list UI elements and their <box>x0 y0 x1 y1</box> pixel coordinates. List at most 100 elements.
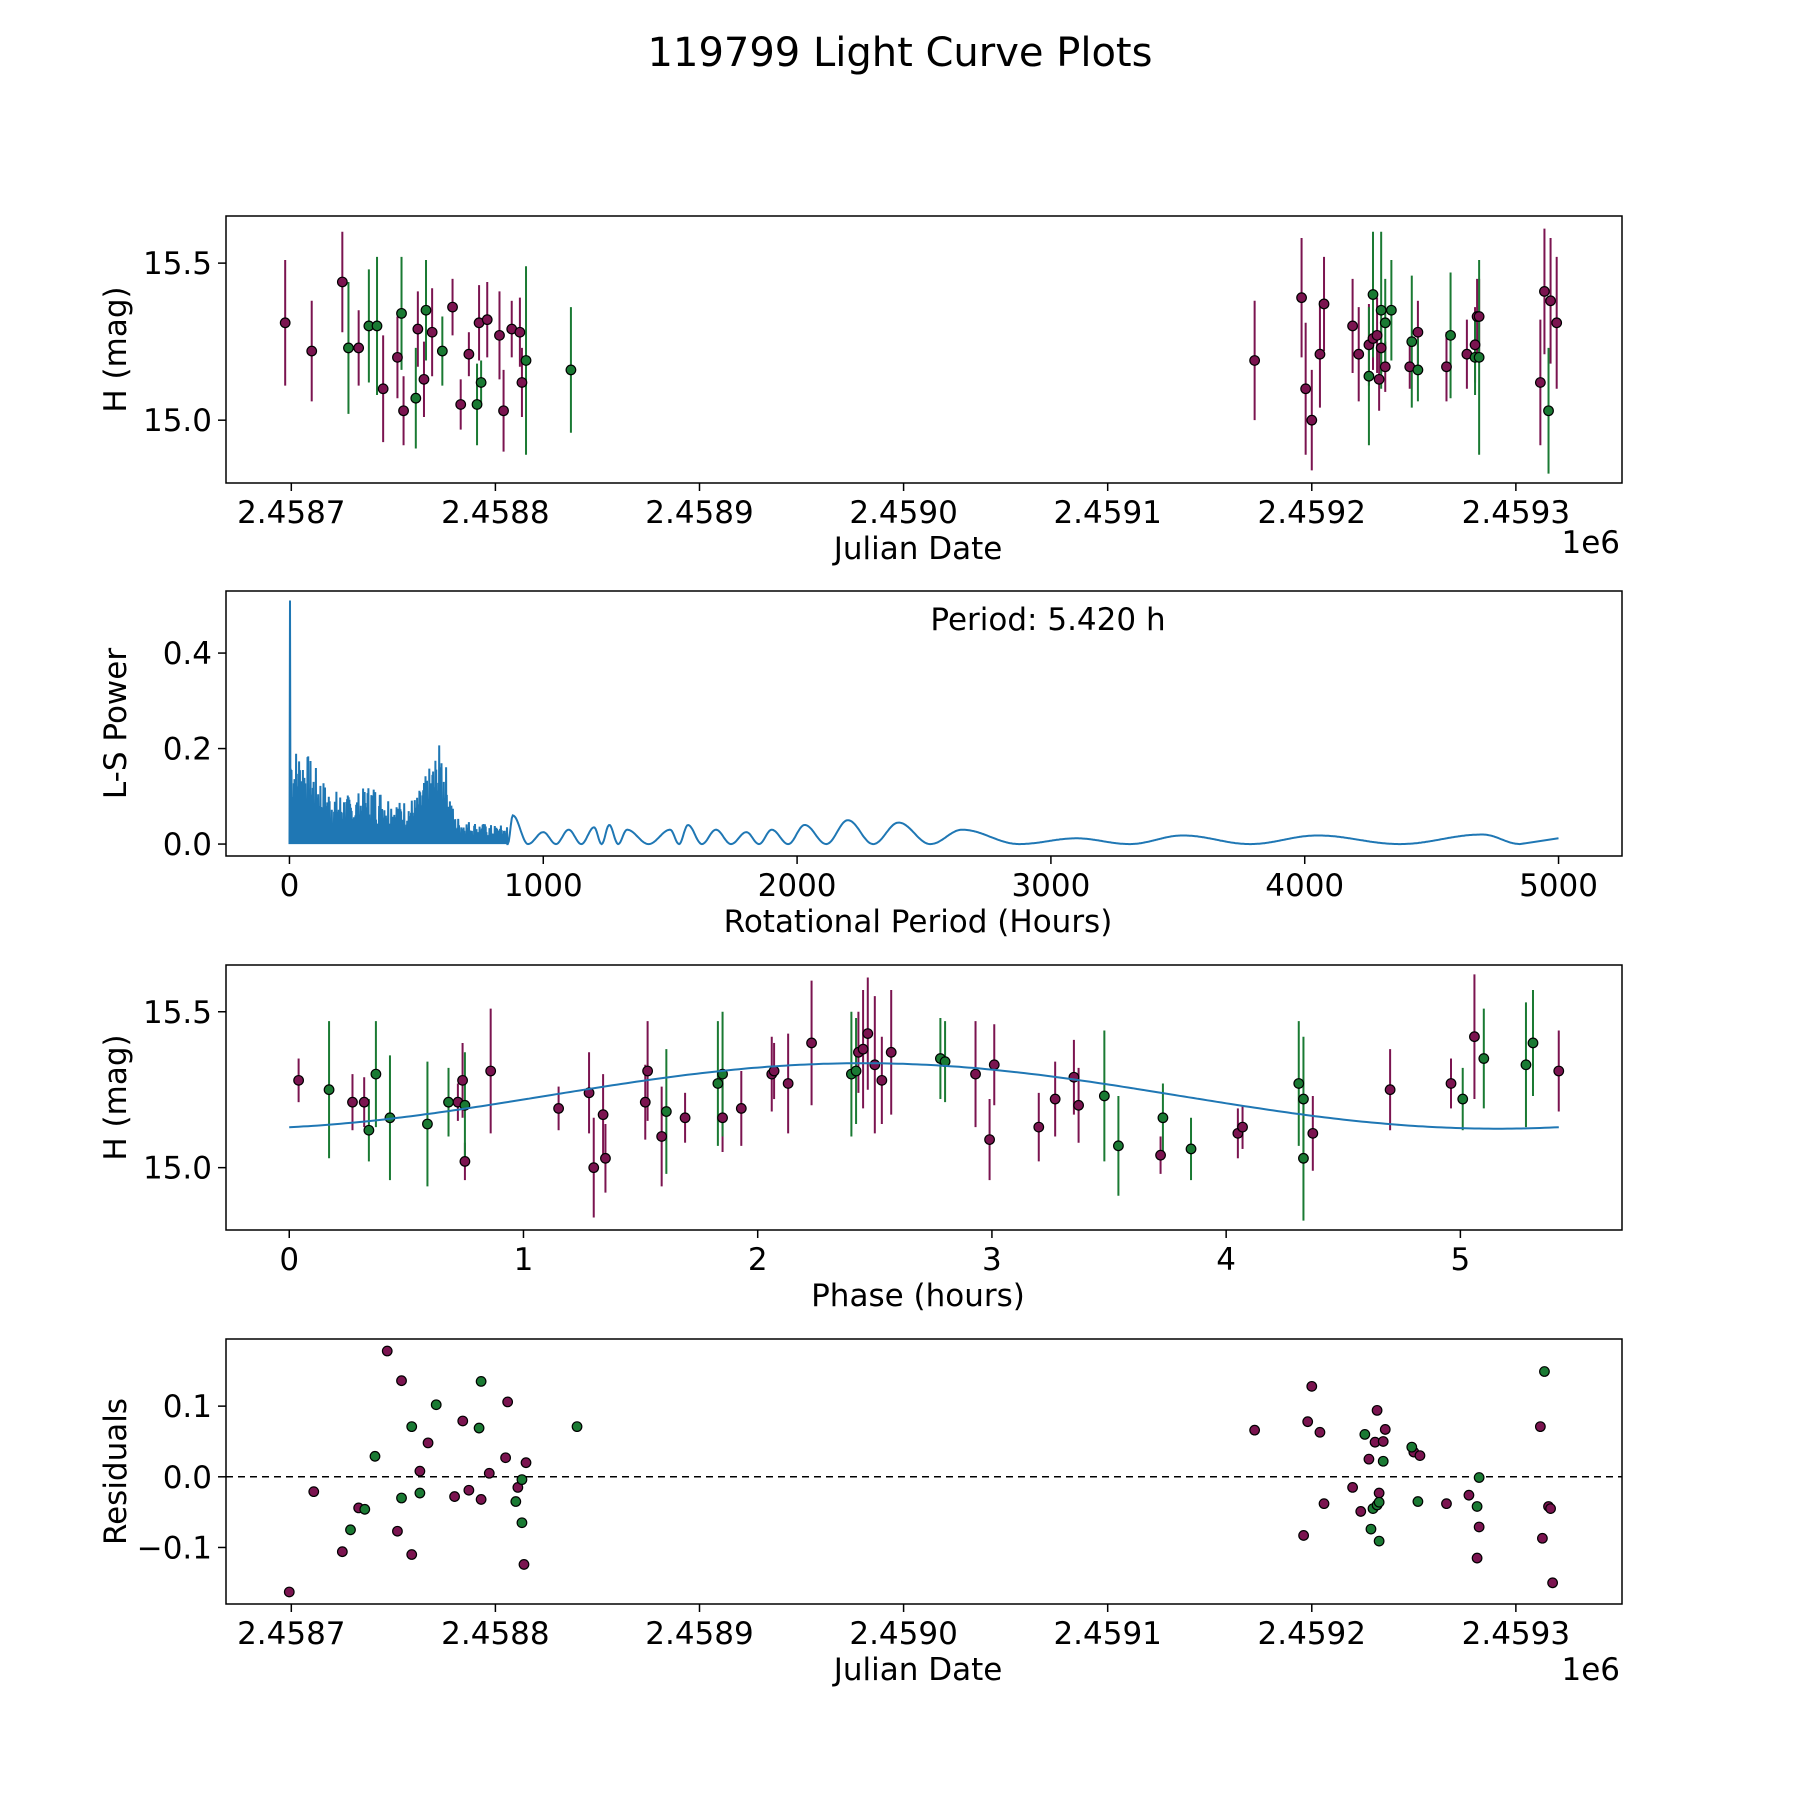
green-data-point <box>510 1496 522 1507</box>
magenta-data-point <box>782 1078 794 1089</box>
magenta-data-point <box>1463 1489 1475 1501</box>
green-data-point <box>430 1399 442 1411</box>
green-data-point <box>410 392 422 404</box>
magenta-data-point <box>1375 342 1387 354</box>
x-tick-label: 2.4591 <box>1053 1616 1161 1652</box>
magenta-data-point <box>1537 1532 1548 1544</box>
green-data-point <box>396 307 407 319</box>
magenta-data-point <box>483 1467 495 1479</box>
x-tick-label: 3 <box>982 1242 1002 1278</box>
plot-frame <box>225 215 1623 484</box>
magenta-data-point <box>485 1065 497 1077</box>
phase-folded-panel: 0 1 2 3 4 5 15.0 15.5 Phase (hours) H (mag) <box>98 964 1623 1314</box>
green-data-point <box>1527 1037 1539 1049</box>
green-data-point <box>1113 1140 1124 1152</box>
magenta-data-point <box>518 1559 530 1570</box>
magenta-data-point <box>426 326 438 338</box>
x-tick-label: 2.4588 <box>441 1616 549 1652</box>
magenta-data-point <box>502 1396 514 1408</box>
magenta-data-point <box>1469 1031 1480 1043</box>
green-data-point <box>359 1503 371 1515</box>
magenta-data-point <box>869 1059 881 1071</box>
x-tick-label: 2.4587 <box>237 495 345 531</box>
magenta-data-point <box>876 1074 888 1086</box>
green-data-point <box>1185 1143 1197 1155</box>
magenta-data-point <box>1347 1481 1358 1493</box>
magenta-data-point <box>414 1465 426 1477</box>
magenta-data-point <box>1373 1487 1385 1499</box>
magenta-data-point <box>1553 1065 1565 1077</box>
x-tick-label: 2.4590 <box>849 495 957 531</box>
green-data-point <box>1406 336 1418 348</box>
magenta-data-point <box>1441 361 1452 373</box>
magenta-data-point <box>358 1096 370 1108</box>
green-data-point <box>1379 317 1391 329</box>
magenta-data-point <box>1249 355 1261 366</box>
magenta-data-point <box>1296 292 1307 304</box>
green-data-point <box>1098 1090 1110 1102</box>
magenta-data-point <box>377 383 389 395</box>
green-data-point <box>1539 1366 1550 1377</box>
magenta-data-point <box>1307 1127 1319 1139</box>
magenta-data-point <box>1249 1424 1261 1436</box>
magenta-data-point <box>516 377 528 388</box>
y-tick-label: 0.2 <box>163 732 212 768</box>
green-data-point <box>1157 1112 1169 1124</box>
x-tick-label: 3000 <box>1011 868 1090 904</box>
x-tick-label: 2.4588 <box>441 495 549 531</box>
magenta-data-point <box>353 342 365 354</box>
magenta-data-point <box>1302 1416 1314 1428</box>
green-data-point <box>1298 1152 1309 1164</box>
plot-frame <box>225 1338 1623 1605</box>
magenta-data-point <box>768 1065 780 1077</box>
x-tick-label: 5 <box>1451 1242 1471 1278</box>
residuals-x-offset: 1e6 <box>1561 1652 1620 1688</box>
x-tick-label: 2.4590 <box>849 1616 957 1652</box>
magenta-data-point <box>1545 295 1556 307</box>
period-annotation: Period: 5.420 h <box>930 602 1165 638</box>
magenta-data-point <box>1371 1404 1383 1416</box>
magenta-data-point <box>600 1152 611 1164</box>
x-tick-label: 0 <box>279 1242 299 1278</box>
x-tick-label: 2.4589 <box>645 495 753 531</box>
magenta-data-point <box>1314 348 1326 360</box>
green-data-point <box>1406 1441 1418 1453</box>
plot-frame <box>225 964 1623 1231</box>
magenta-data-point <box>283 1586 295 1598</box>
green-data-point <box>345 1524 356 1536</box>
magenta-data-point <box>1318 1498 1330 1510</box>
magenta-data-point <box>988 1059 1000 1071</box>
magenta-data-point <box>279 317 291 329</box>
magenta-data-point <box>1469 339 1481 351</box>
magenta-data-point <box>1353 348 1365 360</box>
magenta-data-point <box>463 348 475 360</box>
y-tick-label: 15.0 <box>143 403 212 439</box>
x-tick-label: 1 <box>514 1242 534 1278</box>
magenta-data-point <box>1414 1450 1426 1461</box>
green-data-point <box>1473 1472 1485 1483</box>
magenta-data-point <box>457 1074 468 1086</box>
green-data-point <box>850 1065 862 1077</box>
green-data-point <box>1412 1496 1424 1507</box>
magenta-data-point <box>717 1112 728 1124</box>
y-axis-label: Residuals <box>98 1398 134 1545</box>
magenta-data-point <box>520 1457 532 1469</box>
magenta-data-point <box>1412 326 1424 338</box>
magenta-data-point <box>336 1546 348 1558</box>
magenta-data-point <box>1547 1577 1559 1589</box>
green-data-point <box>475 1375 487 1387</box>
x-tick-label: 2.4592 <box>1258 1616 1366 1652</box>
magenta-data-point <box>463 1484 475 1496</box>
green-data-point <box>343 342 354 354</box>
periodogram-panel: 0 1000 2000 3000 4000 5000 0.0 0.2 0.4 Rotational… <box>98 590 1623 940</box>
magenta-data-point <box>1371 329 1383 341</box>
magenta-data-point <box>1373 373 1385 385</box>
magenta-data-point <box>494 329 505 341</box>
green-data-point <box>1375 304 1387 316</box>
figure-title: 119799 Light Curve Plots <box>648 30 1153 76</box>
plot-frame <box>225 590 1623 857</box>
green-data-point <box>565 364 577 376</box>
green-data-point <box>1298 1093 1309 1105</box>
magenta-data-point <box>656 1131 668 1142</box>
